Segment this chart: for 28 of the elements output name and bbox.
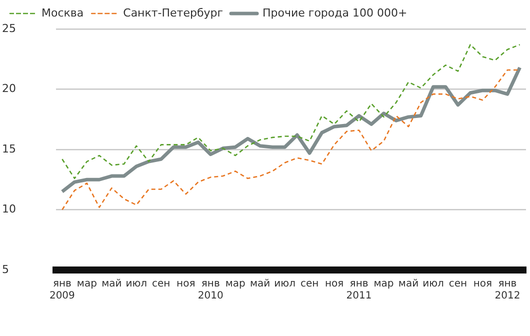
y-tick-label: 25 [2,22,16,35]
legend-label: Санкт-Петербург [123,6,224,20]
x-tick-label: июл [422,278,444,290]
x-tick-label: июл [126,278,148,290]
x-tick-label: сен [152,278,170,290]
y-tick-label: 10 [2,202,16,216]
x-tick-label: ноя [473,278,492,290]
y-tick-label: 15 [2,142,16,156]
legend-label: Прочие города 100 000+ [262,6,408,20]
line-series [62,44,520,180]
x-tick-label: ноя [324,278,344,290]
x-tick-label: май [102,278,122,290]
y-tick-label: 20 [2,82,16,96]
x-tick-label: янв 2010 [198,278,224,302]
x-tick-label: июл [274,278,296,290]
x-tick-label: мар [374,278,394,290]
x-tick-label: мар [76,278,97,290]
x-tick-label: сен [448,278,468,290]
x-tick-label: янв 2009 [49,278,75,302]
x-tick-label: май [250,278,270,290]
x-tick-label: янв 2011 [346,278,372,302]
x-tick-label: май [398,278,419,290]
y-tick-label: 5 [2,262,9,276]
x-tick-label: янв 2012 [494,278,520,302]
legend-label: Москва [42,6,84,20]
x-tick-label: сен [300,278,319,290]
x-tick-label: ноя [176,278,196,290]
x-tick-label: мар [225,278,246,290]
